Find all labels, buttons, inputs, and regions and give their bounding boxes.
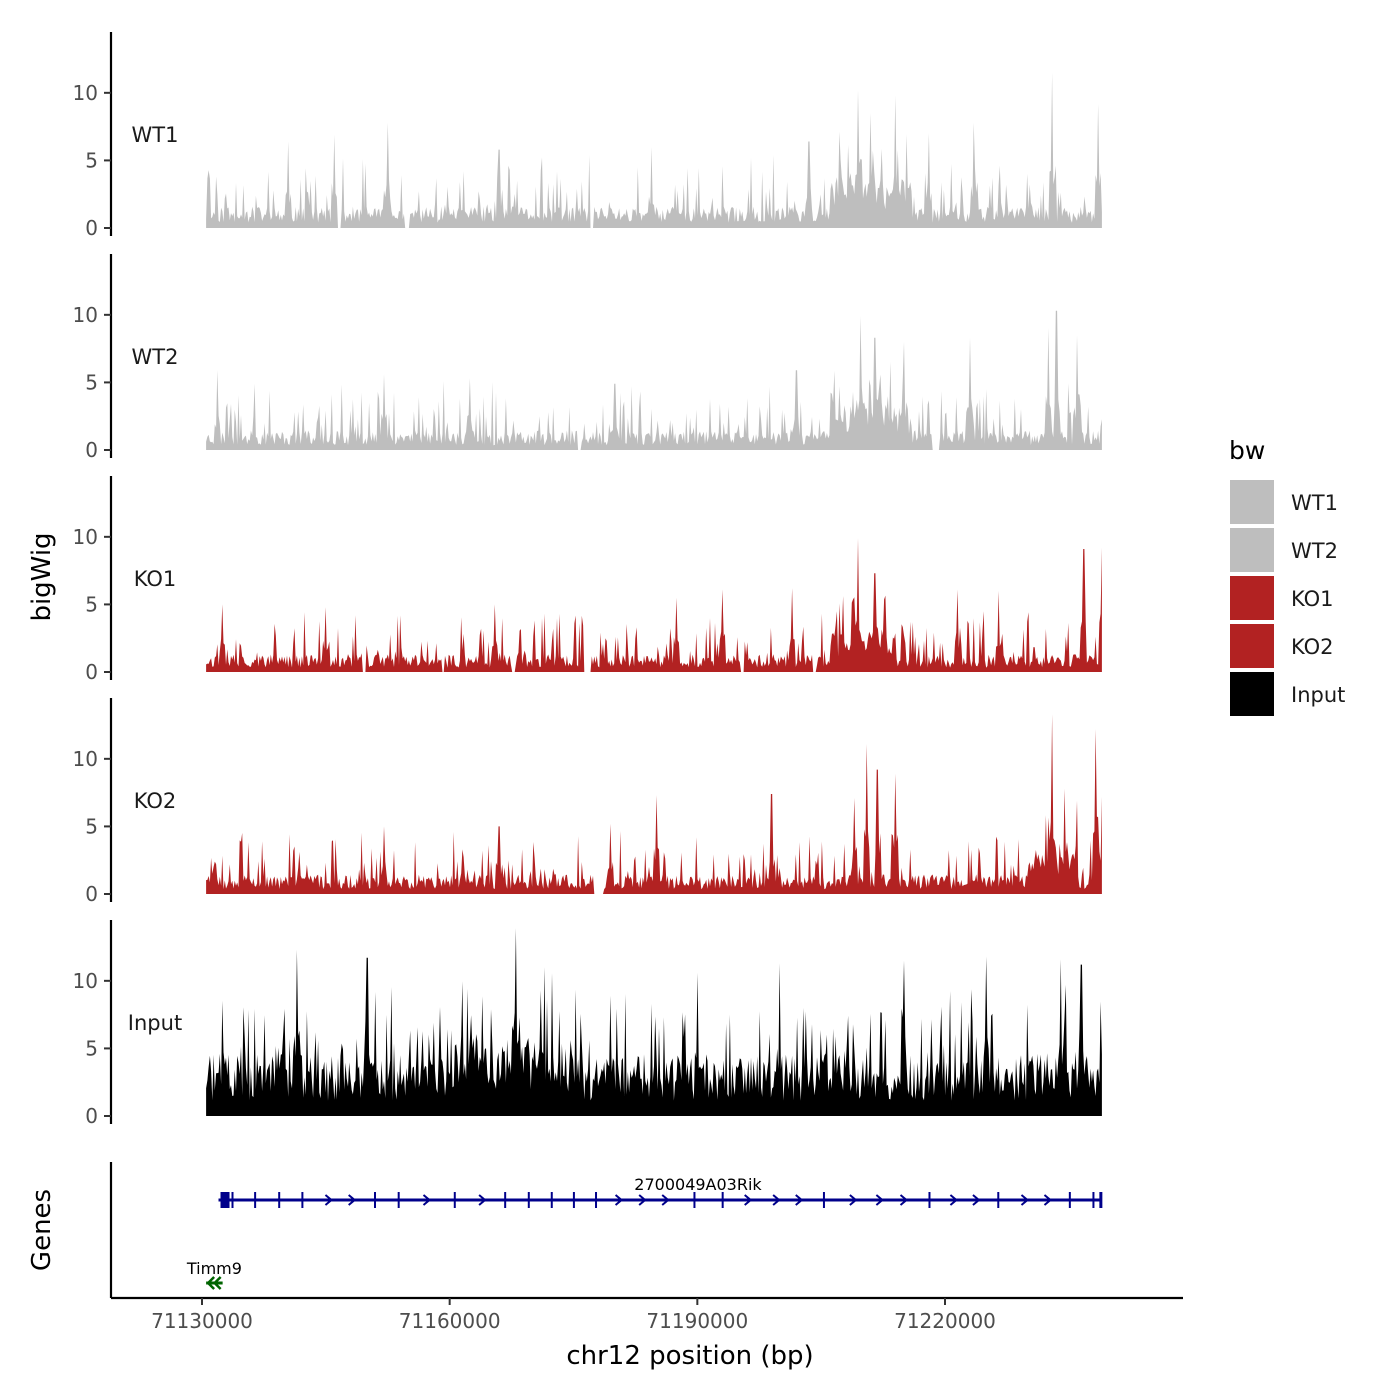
legend-swatch xyxy=(1230,528,1274,572)
y-tick-label: 10 xyxy=(73,81,98,105)
x-axis: chr12 position (bp) 71130000 71160000 7119… xyxy=(111,1296,1183,1371)
legend-item-ko1: KO1 xyxy=(1230,576,1334,620)
strand-arrow xyxy=(422,1194,432,1206)
y-tick-label: 5 xyxy=(85,1036,98,1060)
legend-item-ko2: KO2 xyxy=(1230,624,1334,668)
x-tick-label: 71160000 xyxy=(399,1309,501,1333)
legend-item-wt2: WT2 xyxy=(1230,528,1338,572)
strand-arrow xyxy=(212,1276,222,1290)
strand-arrow xyxy=(661,1194,670,1206)
coverage-area-ko2 xyxy=(206,714,1102,894)
track-wt2: 0 5 10 WT2 xyxy=(73,254,1102,462)
y-tick-label: 0 xyxy=(85,1104,98,1128)
genes-axis-title: Genes xyxy=(27,1189,57,1271)
strand-arrow xyxy=(772,1194,781,1206)
coverage-area-wt2 xyxy=(206,310,1102,450)
legend-item-wt1: WT1 xyxy=(1230,480,1338,524)
y-tick-label: 10 xyxy=(73,747,98,771)
y-tick-label: 0 xyxy=(85,660,98,684)
legend-label: Input xyxy=(1291,683,1345,707)
strand-arrow xyxy=(324,1194,334,1206)
track-label-wt1: WT1 xyxy=(132,123,179,147)
strand-arrow xyxy=(744,1194,753,1206)
y-tick-label: 10 xyxy=(73,525,98,549)
strand-arrow xyxy=(1020,1194,1030,1206)
strand-arrow xyxy=(875,1194,884,1206)
y-tick-label: 5 xyxy=(85,370,98,394)
x-tick-label: 71130000 xyxy=(151,1309,253,1333)
track-label-ko2: KO2 xyxy=(134,789,177,813)
legend-label: KO2 xyxy=(1291,635,1334,659)
tracks-layer: 0 5 10 WT1 0 5 10 WT2 0 5 10 KO1 0 5 10 KO2 0 5 10 Input xyxy=(73,32,1102,1128)
gene-label: 2700049A03Rik xyxy=(634,1175,762,1194)
y-tick-label: 5 xyxy=(85,148,98,172)
legend-swatch xyxy=(1230,624,1274,668)
strand-arrow xyxy=(899,1194,909,1206)
y-tick-label: 0 xyxy=(85,882,98,906)
coverage-area-input xyxy=(206,928,1102,1116)
x-axis-title: chr12 position (bp) xyxy=(566,1341,813,1371)
track-label-ko1: KO1 xyxy=(134,567,177,591)
track-wt1: 0 5 10 WT1 xyxy=(73,32,1102,240)
strand-arrow xyxy=(795,1194,804,1206)
track-input: 0 5 10 Input xyxy=(73,920,1102,1128)
gene-label: Timm9 xyxy=(186,1259,242,1278)
legend-label: WT1 xyxy=(1291,491,1338,515)
strand-arrow xyxy=(614,1194,624,1206)
strand-arrow xyxy=(1043,1194,1053,1206)
coverage-area-wt1 xyxy=(206,72,1102,228)
legend-title: bw xyxy=(1229,436,1265,465)
strand-arrow xyxy=(478,1194,487,1206)
coverage-area-ko1 xyxy=(206,538,1102,672)
track-ko2: 0 5 10 KO2 xyxy=(73,698,1102,906)
y-tick-label: 0 xyxy=(85,438,98,462)
track-label-wt2: WT2 xyxy=(132,345,179,369)
legend: bw WT1 WT2 KO1 KO2 Input xyxy=(1229,436,1345,716)
legend-label: WT2 xyxy=(1291,539,1338,563)
track-ko1: 0 5 10 KO1 xyxy=(73,476,1102,684)
legend-item-input: Input xyxy=(1230,672,1345,716)
x-tick-label: 71220000 xyxy=(894,1309,996,1333)
legend-swatch xyxy=(1230,672,1274,716)
y-tick-label: 5 xyxy=(85,592,98,616)
strand-arrow xyxy=(206,1276,216,1290)
legend-swatch xyxy=(1230,576,1274,620)
strand-arrow xyxy=(972,1194,981,1206)
legend-swatch xyxy=(1230,480,1274,524)
y-tick-label: 10 xyxy=(73,969,98,993)
gene-timm9: Timm9 xyxy=(186,1259,242,1290)
strand-arrow xyxy=(849,1194,858,1206)
y-axis-title: bigWig xyxy=(27,532,57,621)
y-tick-label: 0 xyxy=(85,216,98,240)
strand-arrow xyxy=(949,1194,958,1206)
strand-arrow xyxy=(638,1194,647,1206)
y-tick-label: 10 xyxy=(73,303,98,327)
track-label-input: Input xyxy=(128,1011,182,1035)
genes-panel: Genes 2700049A03Rik Timm9 xyxy=(27,1162,1103,1298)
strand-arrow xyxy=(348,1194,357,1206)
y-tick-label: 5 xyxy=(85,814,98,838)
gene-2700049a03rik: 2700049A03Rik xyxy=(218,1175,1103,1208)
x-tick-label: 71190000 xyxy=(646,1309,748,1333)
legend-label: KO1 xyxy=(1291,587,1334,611)
gene-exon xyxy=(220,1192,230,1208)
